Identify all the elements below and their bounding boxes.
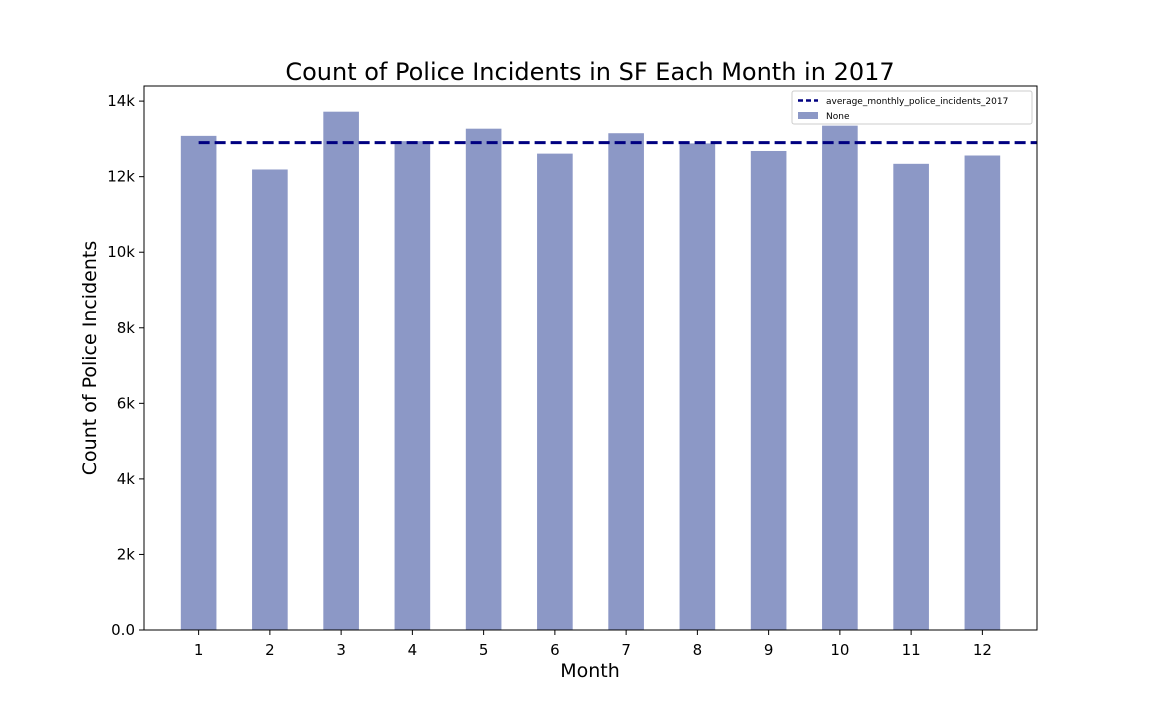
x-tick-label: 8 (693, 641, 703, 659)
x-tick-label: 6 (550, 641, 560, 659)
x-tick-label: 9 (764, 641, 774, 659)
legend-box (791, 90, 1033, 125)
legend: average_monthly_police_incidents_2017 No… (791, 90, 1033, 125)
bar-month-6 (537, 153, 573, 630)
bar-month-4 (394, 141, 431, 630)
legend-series-label: None (826, 112, 850, 122)
y-tick-label: 0.0 (111, 621, 135, 639)
x-axis-ticks: 1 2 3 4 5 6 7 8 9 10 11 12 (194, 630, 992, 659)
bar-month-2 (252, 169, 288, 630)
bar-month-10 (822, 125, 858, 631)
chart-title: Count of Police Incidents in SF Each Mon… (285, 58, 894, 86)
legend-reference-label: average_monthly_police_incidents_2017 (826, 97, 1008, 107)
x-tick-label: 11 (902, 641, 921, 659)
y-tick-label: 4k (117, 470, 136, 488)
legend-bar-swatch (798, 112, 818, 119)
y-tick-label: 12k (107, 168, 135, 186)
bar-month-12 (964, 155, 1001, 630)
x-tick-label: 1 (194, 641, 204, 659)
x-tick-label: 5 (479, 641, 489, 659)
y-tick-label: 6k (117, 394, 136, 412)
bars-group (180, 111, 1001, 631)
y-tick-label: 8k (117, 319, 136, 337)
bar-month-3 (323, 111, 359, 630)
x-tick-label: 10 (830, 641, 849, 659)
y-axis-ticks: 0.0 2k 4k 6k 8k 10k 12k 14k (107, 92, 144, 639)
y-tick-label: 2k (117, 545, 136, 563)
bar-month-9 (750, 150, 787, 630)
y-tick-label: 10k (107, 243, 135, 261)
x-tick-label: 3 (336, 641, 346, 659)
y-tick-label: 14k (107, 92, 135, 110)
bar-month-11 (893, 163, 929, 631)
bar-month-5 (465, 128, 502, 630)
bar-month-8 (679, 143, 716, 630)
bar-month-7 (608, 133, 644, 630)
x-tick-label: 2 (265, 641, 275, 659)
y-axis-label: Count of Police Incidents (79, 241, 101, 475)
plot-frame (143, 85, 1038, 631)
x-tick-label: 7 (621, 641, 631, 659)
x-tick-label: 4 (408, 641, 418, 659)
bar-month-1 (180, 135, 217, 630)
x-tick-label: 12 (973, 641, 992, 659)
x-axis-label: Month (560, 660, 620, 682)
